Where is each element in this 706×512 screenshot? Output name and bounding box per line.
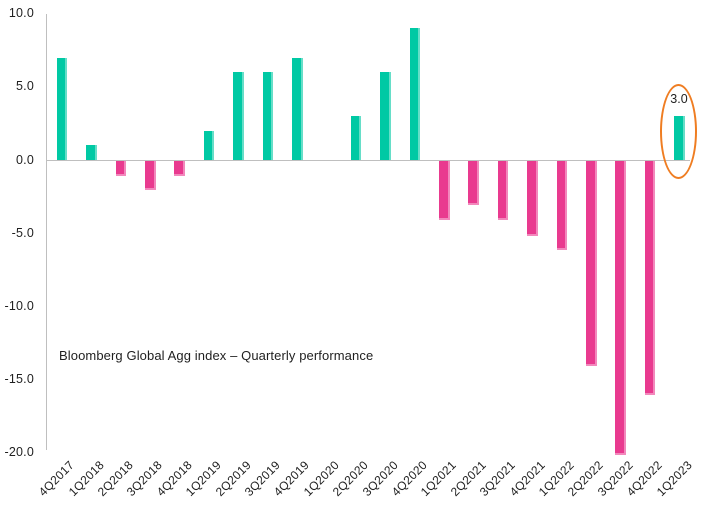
bar-3Q2019 (262, 72, 274, 160)
bar-1Q2018 (86, 145, 97, 160)
bar-3Q2018 (144, 161, 156, 191)
bar-2Q2019 (233, 72, 244, 160)
bar-4Q2019 (291, 57, 303, 160)
bar-2Q2021 (468, 161, 479, 205)
bar-2Q2020 (350, 116, 362, 160)
bar-3Q2020 (380, 72, 391, 160)
bar-1Q2023 (674, 116, 685, 160)
bar-2Q2022 (585, 161, 597, 366)
annotation-value-label: 3.0 (670, 92, 688, 106)
bar-3Q2021 (497, 161, 509, 220)
bar-2Q2018 (115, 161, 127, 176)
bar-1Q2021 (438, 161, 450, 220)
y-axis-line (46, 14, 47, 450)
y-axis-tick-label: 0.0 (16, 152, 34, 167)
bar-4Q2021 (527, 161, 538, 236)
bar-3Q2022 (615, 161, 626, 456)
y-axis-tick-label: -5.0 (11, 225, 34, 240)
highlight-ellipse (660, 84, 697, 179)
chart-series-label: Bloomberg Global Agg index – Quarterly p… (59, 348, 374, 363)
bar-1Q2022 (556, 161, 568, 251)
zero-baseline (46, 160, 690, 161)
bar-4Q2017 (56, 57, 68, 160)
y-axis-tick-label: 5.0 (16, 79, 34, 94)
y-axis-tick-label: -10.0 (4, 298, 34, 313)
bar-4Q2022 (644, 161, 656, 396)
bar-4Q2018 (174, 161, 185, 176)
bar-1Q2019 (203, 130, 215, 160)
bar-4Q2020 (409, 28, 421, 160)
y-axis-tick-label: -20.0 (4, 445, 34, 460)
y-axis-tick-label: -15.0 (4, 371, 34, 386)
y-axis-tick-label: 10.0 (8, 6, 34, 21)
